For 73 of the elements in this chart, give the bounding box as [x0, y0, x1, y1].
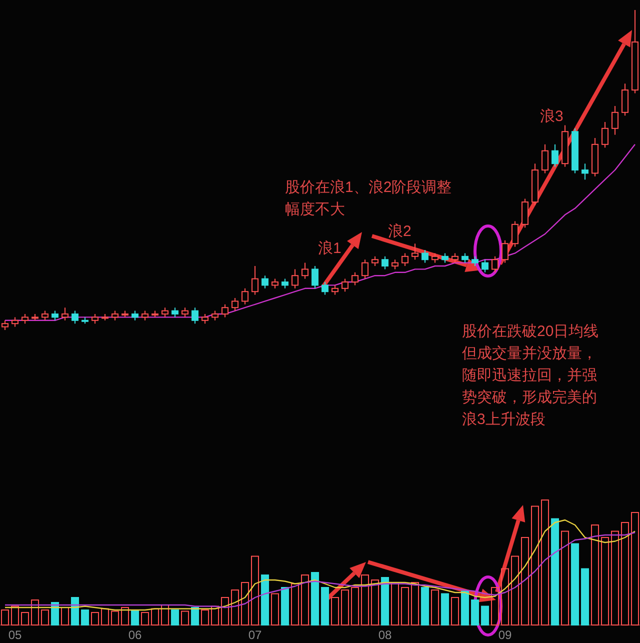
- bar: [111, 610, 119, 626]
- bar: [561, 530, 569, 626]
- bar: [491, 587, 499, 626]
- bar: [161, 604, 169, 626]
- bar: [311, 572, 319, 626]
- bar: [451, 597, 459, 626]
- bar: [401, 587, 409, 626]
- x-tick-label: 09: [498, 628, 512, 642]
- bar: [551, 518, 559, 626]
- bar: [631, 512, 639, 626]
- bar: [471, 600, 479, 626]
- bar: [441, 593, 449, 626]
- bar: [271, 593, 279, 626]
- bar: [461, 590, 469, 626]
- bar: [241, 582, 249, 626]
- bar: [301, 574, 309, 626]
- bar: [421, 587, 429, 626]
- annotation: 浪1: [318, 240, 342, 257]
- bar: [81, 610, 89, 626]
- bar: [71, 597, 79, 626]
- bar: [291, 583, 299, 626]
- bar: [141, 612, 149, 626]
- bar: [171, 610, 179, 626]
- bar: [131, 610, 139, 626]
- x-tick-label: 08: [378, 628, 392, 642]
- bar: [1, 610, 9, 626]
- bar: [231, 590, 239, 626]
- text: 随即迅速拉回，并强: [462, 367, 597, 384]
- x-tick-label: 05: [8, 628, 22, 642]
- x-tick-label: 06: [128, 628, 142, 642]
- bar: [261, 574, 269, 626]
- annotation: 股价在浪1、浪2阶段调整: [285, 179, 452, 196]
- x-tick-label: 07: [248, 628, 262, 642]
- text: 浪3上升波段: [462, 411, 546, 428]
- bar: [31, 600, 39, 626]
- bar: [571, 543, 579, 626]
- bar: [601, 537, 609, 626]
- bar: [61, 607, 69, 626]
- bar: [351, 587, 359, 626]
- bar: [541, 500, 549, 626]
- bar: [381, 577, 389, 626]
- bar: [331, 597, 339, 626]
- bar: [531, 506, 539, 626]
- bar: [11, 606, 19, 626]
- bar: [281, 587, 289, 626]
- bar: [221, 597, 229, 626]
- bar: [411, 582, 419, 626]
- bar: [431, 590, 439, 626]
- bar: [591, 524, 599, 626]
- annotation: 浪2: [388, 223, 412, 240]
- bar: [371, 580, 379, 626]
- annotation: 股价在跌破20日均线: [462, 323, 599, 340]
- annotation: 浪3: [540, 108, 564, 125]
- text: 但成交量并没放量，: [462, 345, 597, 362]
- bar: [181, 610, 189, 626]
- bar: [201, 610, 209, 626]
- bar: [621, 522, 629, 626]
- bar: [611, 530, 619, 626]
- bar: [581, 568, 589, 626]
- bar: [481, 606, 489, 626]
- bar: [101, 608, 109, 626]
- bar: [321, 587, 329, 626]
- bar: [91, 612, 99, 626]
- bar: [21, 612, 29, 626]
- bar: [51, 602, 59, 626]
- bar: [251, 556, 259, 626]
- text: 势突破，形成完美的: [462, 389, 597, 406]
- annotation: 幅度不大: [285, 201, 345, 218]
- bar: [41, 610, 49, 626]
- bar: [121, 607, 129, 626]
- bar: [391, 582, 399, 626]
- bar: [151, 608, 159, 626]
- bar: [191, 607, 199, 626]
